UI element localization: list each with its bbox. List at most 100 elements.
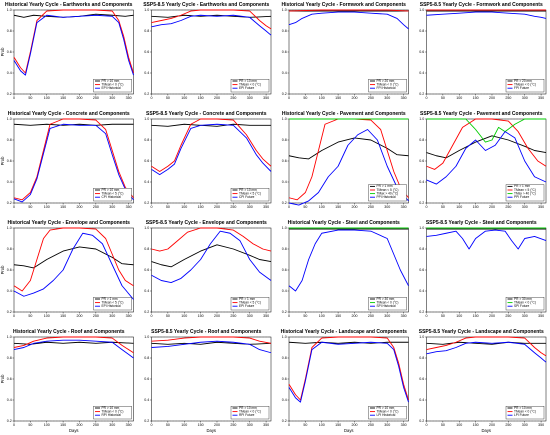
x-axis-label: Days: [481, 428, 491, 433]
legend-box: [230, 79, 270, 93]
x-tick-label: 100: [456, 314, 462, 318]
y-tick-label: 0.4: [7, 289, 12, 293]
subplot-title: SSP5-8.5 Yearly Cycle - Landscape and Co…: [419, 329, 544, 335]
x-tick-label: 250: [505, 205, 511, 209]
subplot-1: Historical Yearly Cycle - Earthworks and…: [0, 2, 134, 100]
x-tick-label: 150: [335, 205, 341, 209]
legend-box: [93, 188, 132, 202]
x-tick-label: 150: [60, 314, 66, 318]
y-tick-label: 0.8: [419, 247, 424, 251]
x-tick-label: 50: [28, 423, 32, 427]
x-tick-label: 150: [198, 423, 204, 427]
x-tick-label: 50: [303, 205, 307, 209]
legend-entry: TMean < 5 (°C): [239, 191, 261, 195]
x-tick-label: 250: [505, 314, 511, 318]
y-tick-label: 0.8: [419, 29, 424, 33]
y-tick-label: 0.8: [7, 356, 12, 360]
y-tick-label: 0.6: [7, 377, 12, 381]
x-tick-label: 150: [198, 205, 204, 209]
y-tick-label: 0.4: [282, 289, 287, 293]
x-tick-label: 250: [368, 205, 374, 209]
y-tick-label: 1.0: [282, 117, 287, 121]
x-tick-label: 250: [368, 423, 374, 427]
series-line-3: [426, 11, 547, 19]
legend-box: [368, 79, 407, 93]
subplot-5: Historical Yearly Cycle - Concrete and C…: [0, 111, 134, 209]
y-tick-label: 0.4: [419, 180, 424, 184]
series-line-2: [288, 9, 409, 12]
x-tick-label: 100: [319, 96, 325, 100]
legend-entry: PR > 1 mm: [514, 184, 530, 188]
legend-entry: PR > 10 mm: [102, 188, 120, 192]
y-tick-label: 0.4: [144, 289, 149, 293]
y-tick-label: 0.2: [282, 92, 287, 96]
subplot-9: Historical Yearly Cycle - Envelope and C…: [0, 220, 134, 318]
y-tick-label: 0.4: [419, 71, 424, 75]
subplot-12: SSP5-8.5 Yearly Cycle - Steel and Compon…: [419, 220, 547, 318]
y-tick-label: 0.6: [144, 377, 149, 381]
x-axis-label: Days: [69, 428, 79, 433]
x-tick-label: 350: [126, 96, 132, 100]
x-tick-label: 50: [441, 96, 445, 100]
series-line-4: [288, 129, 409, 206]
series-line-2: [288, 336, 409, 401]
series-line-3: [151, 14, 272, 36]
x-tick-label: 200: [489, 205, 495, 209]
x-tick-label: 350: [263, 205, 269, 209]
legend-entry: PR > 10 mm: [102, 406, 120, 410]
series-line-1: [426, 135, 547, 159]
x-tick-label: 150: [198, 96, 204, 100]
y-tick-label: 0.4: [144, 180, 149, 184]
series-line-2: [151, 118, 272, 172]
subplot-title: SSP5-8.5 Yearly Cycle - Concrete and Com…: [146, 111, 267, 117]
x-tick-label: 0: [13, 96, 15, 100]
series-line-2: [13, 9, 134, 74]
y-tick-label: 0.8: [282, 356, 287, 360]
series-line-2: [426, 336, 547, 357]
y-tick-label: 0.8: [144, 138, 149, 142]
y-tick-label: 1.0: [144, 117, 149, 121]
x-tick-label: 0: [288, 96, 290, 100]
legend-entry: TMean < 5 (°C): [239, 300, 261, 304]
y-tick-label: 0.4: [7, 71, 12, 75]
x-tick-label: 200: [351, 423, 357, 427]
subplot-title: Historical Yearly Cycle - Concrete and C…: [8, 111, 130, 117]
y-tick-label: 1.0: [144, 226, 149, 230]
x-tick-label: 300: [109, 96, 115, 100]
legend-box: [230, 297, 270, 311]
legend-entry: EPI Historical: [102, 86, 121, 90]
x-tick-label: 0: [13, 205, 15, 209]
legend-entry: TMean < 0 (°C): [102, 82, 124, 86]
x-tick-label: 150: [335, 423, 341, 427]
legend-entry: PPI Historical: [377, 195, 396, 199]
x-tick-label: 0: [151, 96, 153, 100]
x-axis-label: Days: [344, 428, 354, 433]
x-tick-label: 0: [426, 96, 428, 100]
y-tick-label: 0.8: [282, 29, 287, 33]
legend-entry: SPI Future: [514, 304, 529, 308]
y-tick-label: 0.2: [282, 419, 287, 423]
subplot-title: SSP5-8.5 Yearly Cycle - Formwork and Com…: [420, 2, 543, 8]
legend-entry: PR > 10 mm: [239, 79, 257, 83]
series-line-3: [426, 341, 547, 363]
x-tick-label: 100: [319, 423, 325, 427]
y-tick-label: 0.6: [7, 159, 12, 163]
x-tick-label: 300: [522, 205, 528, 209]
legend-box: [505, 406, 545, 420]
x-tick-label: 350: [126, 423, 132, 427]
y-tick-label: 0.4: [282, 71, 287, 75]
x-tick-label: 50: [303, 423, 307, 427]
legend-box: [230, 188, 270, 202]
series-line-4: [426, 131, 547, 185]
legend-entry: TMax > 40 (°C): [514, 191, 536, 195]
x-tick-label: 100: [456, 96, 462, 100]
y-tick-label: 0.2: [144, 310, 149, 314]
x-tick-label: 50: [303, 314, 307, 318]
legend-entry: LPI Future: [514, 413, 529, 417]
x-tick-label: 50: [166, 314, 170, 318]
y-tick-label: 0.8: [282, 138, 287, 142]
series-line-3: [151, 340, 272, 354]
x-tick-label: 100: [44, 423, 50, 427]
